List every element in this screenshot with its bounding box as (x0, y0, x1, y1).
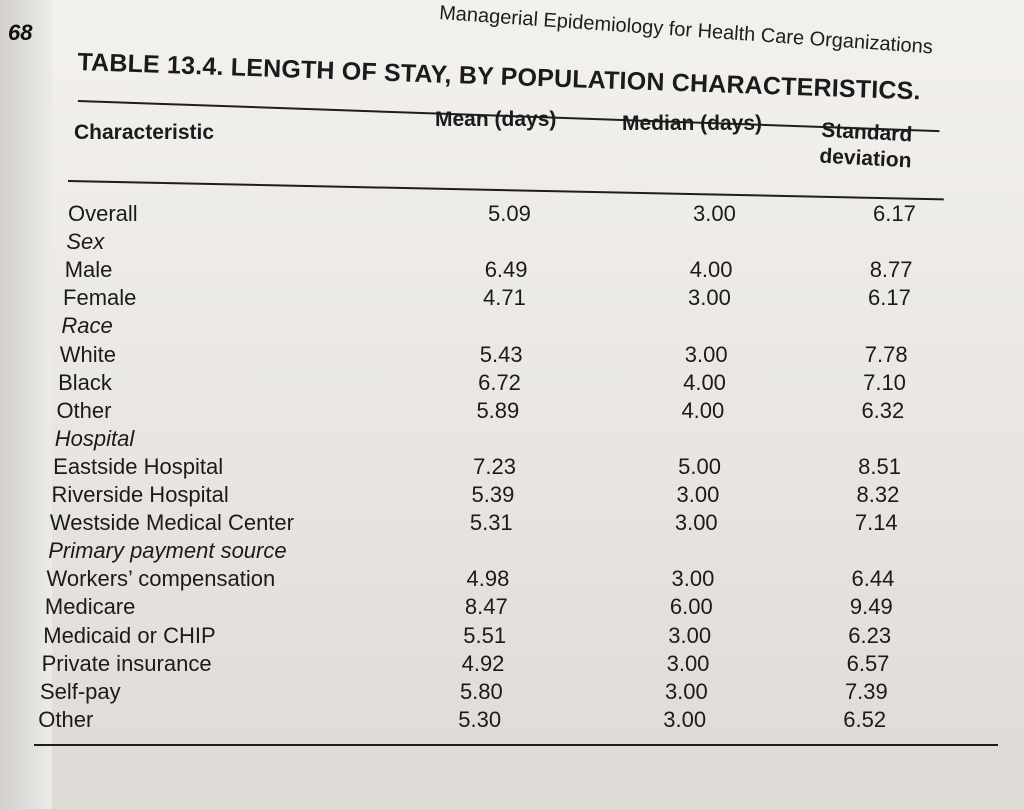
median-value: 3.00 (688, 285, 731, 311)
std-value: 6.23 (848, 622, 892, 648)
row-label: Other (56, 397, 112, 423)
row-label: Medicaid or CHIP (43, 622, 216, 648)
section-label: Hospital (54, 425, 135, 451)
row-label: Westside Medical Center (49, 510, 294, 536)
mean-value: 5.31 (469, 510, 513, 536)
median-value: 3.00 (666, 650, 710, 676)
mean-value: 5.51 (463, 622, 507, 648)
std-value: 8.51 (858, 453, 901, 479)
row-label: Overall (68, 201, 138, 226)
std-value: 6.17 (868, 285, 911, 311)
median-value: 3.00 (684, 341, 728, 367)
median-value: 3.00 (676, 482, 720, 507)
std-value: 6.52 (843, 706, 887, 732)
median-value: 4.00 (683, 369, 726, 395)
mean-value: 5.30 (458, 706, 502, 732)
row-label: Eastside Hospital (53, 453, 224, 479)
mean-value: 7.23 (473, 453, 516, 479)
row-label: Female (63, 285, 137, 311)
std-value: 7.78 (864, 341, 908, 367)
row-label: Medicare (44, 594, 136, 620)
section-label: Sex (66, 229, 105, 255)
std-value: 7.10 (863, 369, 906, 395)
mean-value: 6.72 (478, 369, 521, 395)
table-title: TABLE 13.4. LENGTH OF STAY, BY POPULATIO… (77, 48, 922, 106)
std-value: 9.49 (849, 594, 893, 620)
row-label: Self-pay (39, 678, 121, 704)
section-label: Primary payment source (48, 538, 287, 564)
median-value: 3.00 (693, 201, 736, 226)
page-number: 68 (8, 20, 33, 45)
std-value: 8.77 (869, 257, 913, 283)
row-label: Other (38, 706, 94, 732)
header-std-line2: deviation (818, 144, 913, 173)
mean-value: 5.39 (471, 482, 515, 507)
header-standard-deviation: Standard deviation (819, 118, 914, 175)
mean-value: 5.09 (488, 201, 531, 226)
row-label: White (59, 341, 116, 367)
mean-value: 5.80 (459, 678, 503, 704)
header-characteristic: Characteristic (74, 121, 215, 144)
section-label: Race (61, 313, 113, 339)
std-value: 7.39 (844, 678, 888, 704)
row-label: Workers’ compensation (46, 566, 276, 592)
mean-value: 5.89 (476, 397, 520, 423)
row-label: Male (64, 257, 113, 283)
std-value: 6.17 (873, 201, 916, 226)
median-value: 4.00 (689, 257, 733, 283)
std-value: 6.32 (861, 397, 905, 423)
median-value: 3.00 (663, 706, 707, 732)
std-value: 6.57 (846, 650, 890, 676)
running-head: Managerial Epidemiology for Health Care … (438, 2, 934, 59)
mean-value: 4.98 (466, 566, 510, 592)
header-rule (67, 180, 944, 201)
mean-value: 4.71 (483, 285, 526, 311)
mean-value: 6.49 (484, 257, 528, 283)
row-label: Black (58, 369, 112, 395)
median-value: 3.00 (664, 678, 708, 704)
std-value: 8.32 (856, 482, 900, 507)
row-label: Private insurance (41, 650, 212, 676)
std-value: 7.14 (854, 510, 898, 536)
std-value: 6.44 (851, 566, 895, 592)
median-value: 6.00 (669, 594, 713, 620)
page-gutter (0, 0, 52, 809)
mean-value: 5.43 (479, 341, 523, 367)
mean-value: 8.47 (464, 594, 508, 620)
median-value: 5.00 (678, 453, 721, 479)
header-mean: Mean (days) (435, 108, 557, 131)
median-value: 3.00 (671, 566, 715, 592)
header-median: Median (days) (622, 112, 763, 135)
median-value: 4.00 (681, 397, 725, 423)
table-bottom-rule (34, 744, 998, 746)
median-value: 3.00 (668, 622, 712, 648)
row-label: Riverside Hospital (51, 482, 229, 507)
mean-value: 4.92 (461, 650, 505, 676)
median-value: 3.00 (674, 510, 718, 536)
